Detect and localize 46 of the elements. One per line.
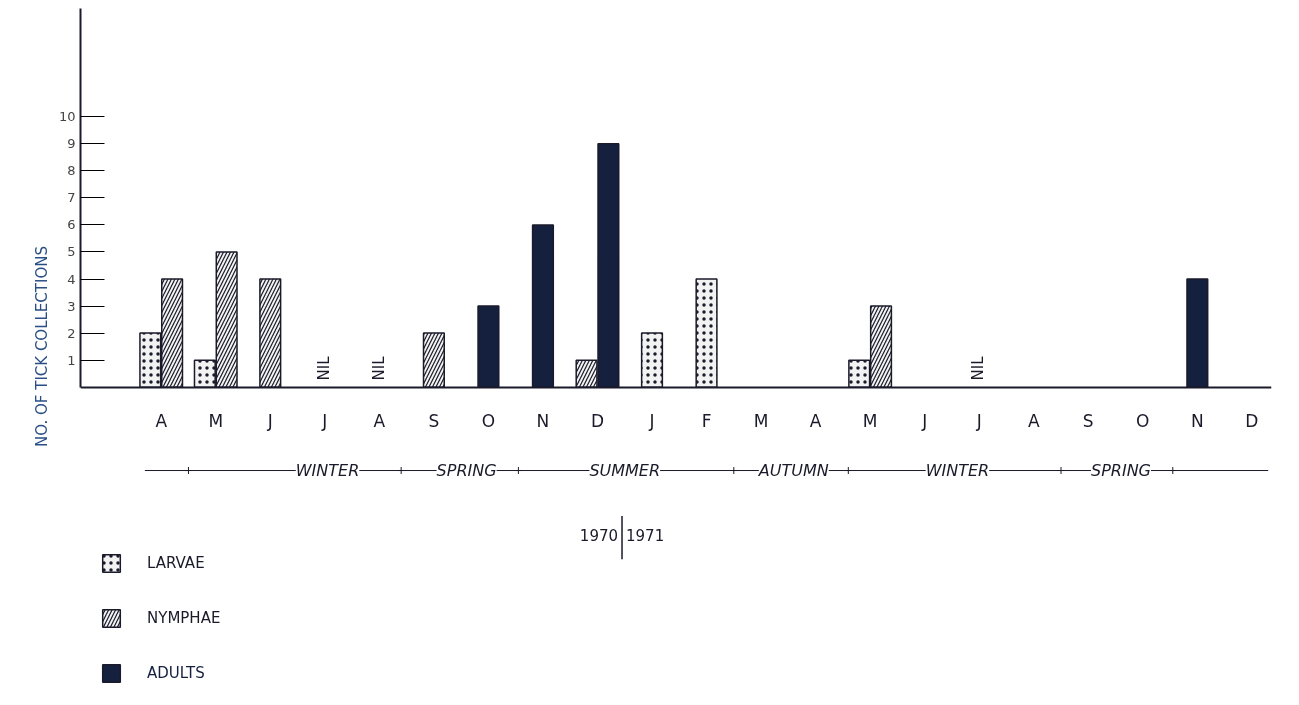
y-tick-label: 5: [67, 244, 76, 260]
text: 1971: [626, 526, 665, 545]
text: SPRING: [1090, 461, 1151, 481]
text: SUMMER: [589, 461, 661, 481]
x-tick-label: J: [266, 411, 273, 432]
x-tick-label: S: [428, 411, 440, 432]
x-tick-label: M: [208, 411, 224, 432]
y-tick-label: 1: [67, 352, 76, 368]
x-tick-label: M: [862, 411, 878, 432]
x-tick-label: A: [155, 411, 168, 432]
x-tick-label: O: [1136, 411, 1150, 432]
x-tick-label: J: [321, 411, 328, 432]
y-axis-title: NO. OF TICK COLLECTIONS: [32, 246, 51, 447]
x-tick-label: A: [809, 411, 822, 432]
text: AUTUMN: [757, 461, 829, 481]
x-tick-label: D: [1245, 411, 1259, 432]
x-tick-label: O: [481, 411, 496, 432]
legend-label: LARVAE: [147, 554, 205, 572]
legend-label: NYMPHAE: [147, 609, 221, 627]
text: NIL: [369, 356, 388, 381]
text: WINTER: [295, 461, 360, 481]
x-tick-label: M: [753, 411, 769, 432]
text: WINTER: [925, 461, 990, 481]
x-tick-label: A: [373, 411, 386, 432]
legend-label: ADULTS: [147, 664, 205, 682]
y-tick-label: 4: [67, 271, 76, 287]
y-tick-label: 6: [67, 217, 76, 233]
x-tick-label: A: [1027, 411, 1040, 432]
text: SPRING: [436, 461, 497, 481]
y-tick-label: 3: [67, 298, 76, 314]
y-tick-label: 8: [67, 163, 76, 179]
x-tick-label: N: [536, 411, 550, 432]
y-tick-label: 9: [67, 136, 76, 152]
x-tick-label: J: [975, 411, 982, 432]
x-tick-label: N: [1190, 411, 1204, 432]
text: NIL: [314, 356, 333, 381]
x-tick-label: D: [590, 411, 605, 432]
x-tick-label: F: [701, 411, 712, 432]
x-tick-label: J: [921, 411, 928, 432]
y-tick-label: 7: [67, 190, 76, 206]
text: NIL: [969, 356, 988, 381]
x-tick-label: J: [648, 411, 655, 432]
y-tick-label: 10: [58, 109, 76, 125]
text: 1970: [579, 526, 619, 545]
x-tick-label: S: [1082, 411, 1094, 432]
y-tick-label: 2: [67, 325, 76, 341]
